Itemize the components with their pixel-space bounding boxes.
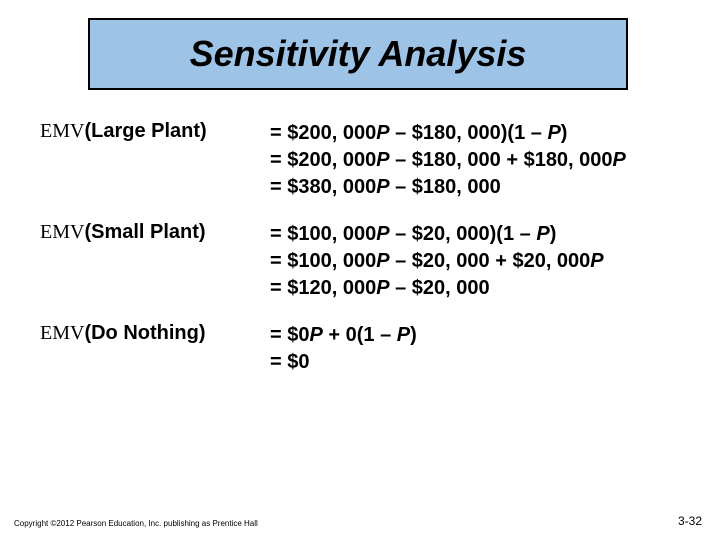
equation-group: EMV(Large Plant) = $200, 000P – $180, 00… [40, 120, 680, 201]
label-suffix: (Do Nothing) [84, 322, 205, 344]
equation-line: = $200, 000P – $180, 000)(1 – P) [270, 120, 680, 147]
equation-line: = $100, 000P – $20, 000)(1 – P) [270, 221, 680, 248]
equation-line: = $0P + 0(1 – P) [270, 322, 680, 349]
label-suffix: (Small Plant) [84, 221, 205, 243]
equation-lines: = $100, 000P – $20, 000)(1 – P) = $100, … [270, 221, 680, 302]
equation-line: = $100, 000P – $20, 000 + $20, 000P [270, 248, 680, 275]
equation-lines: = $200, 000P – $180, 000)(1 – P) = $200,… [270, 120, 680, 201]
equation-label: EMV(Do Nothing) [40, 322, 270, 345]
label-prefix: EMV [40, 120, 84, 142]
label-prefix: EMV [40, 322, 84, 344]
label-suffix: (Large Plant) [84, 120, 206, 142]
equation-label: EMV(Large Plant) [40, 120, 270, 143]
equation-line: = $0 [270, 349, 680, 376]
title-box: Sensitivity Analysis [88, 18, 628, 90]
slide-number: 3-32 [678, 514, 702, 528]
equation-line: = $200, 000P – $180, 000 + $180, 000P [270, 147, 680, 174]
equation-line: = $120, 000P – $20, 000 [270, 275, 680, 302]
slide-title: Sensitivity Analysis [190, 33, 527, 75]
equations-content: EMV(Large Plant) = $200, 000P – $180, 00… [40, 120, 680, 396]
equation-label: EMV(Small Plant) [40, 221, 270, 244]
equation-line: = $380, 000P – $180, 000 [270, 174, 680, 201]
equation-group: EMV(Do Nothing) = $0P + 0(1 – P) = $0 [40, 322, 680, 376]
label-prefix: EMV [40, 221, 84, 243]
equation-lines: = $0P + 0(1 – P) = $0 [270, 322, 680, 376]
copyright-footer: Copyright ©2012 Pearson Education, Inc. … [14, 519, 258, 528]
equation-group: EMV(Small Plant) = $100, 000P – $20, 000… [40, 221, 680, 302]
